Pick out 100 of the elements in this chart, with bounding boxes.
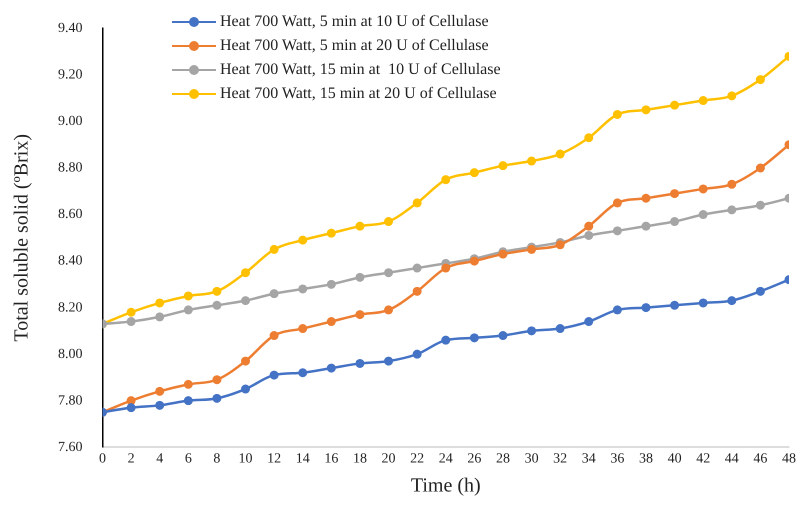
point (756, 164, 765, 172)
y-tick-label: 7.80 (58, 393, 82, 408)
point (641, 105, 650, 114)
point (384, 217, 394, 226)
point (470, 256, 479, 266)
point (612, 305, 622, 314)
x-tick-label: 8 (213, 451, 220, 466)
legend-label: Heat 700 Watt, 5 min at 20 U of Cellulase (220, 37, 489, 55)
point (412, 286, 422, 296)
point (670, 217, 680, 226)
point (355, 222, 364, 231)
x-tick-label: 0 (99, 451, 106, 466)
point (155, 312, 164, 322)
point (412, 350, 422, 359)
x-tick-label: 46 (753, 451, 768, 466)
x-tick-label: 36 (610, 451, 624, 466)
point (441, 175, 450, 184)
y-tick-label: 8.80 (58, 160, 82, 176)
point (612, 198, 622, 208)
point (498, 250, 508, 259)
point (212, 300, 222, 310)
point (241, 356, 250, 366)
point (355, 358, 364, 368)
point (298, 284, 308, 294)
point (212, 286, 222, 296)
point (698, 298, 708, 308)
point (756, 200, 765, 210)
x-tick-label: 30 (524, 451, 539, 466)
point (698, 210, 708, 220)
x-tick-label: 22 (410, 451, 424, 466)
x-tick-label: 48 (782, 451, 796, 466)
point (584, 317, 594, 326)
point (270, 244, 279, 254)
legend-label: Heat 700 Watt, 5 min at 10 U of Cellulase (220, 13, 489, 31)
point (527, 326, 536, 336)
y-tick-label: 9.20 (58, 68, 82, 83)
y-tick-label: 8.40 (58, 254, 82, 269)
point (641, 222, 650, 231)
legend-label: Heat 700 Watt, 15 min at 20 U of Cellulase (220, 85, 497, 103)
point (556, 324, 565, 334)
point (412, 264, 422, 273)
point (355, 310, 364, 320)
point (298, 368, 308, 378)
point (155, 386, 164, 396)
point (470, 168, 479, 178)
x-axis-title: Time (h) (410, 474, 481, 496)
y-tick-label: 9.00 (58, 114, 82, 130)
point (584, 222, 594, 231)
point (384, 268, 394, 278)
x-tick-label: 20 (382, 451, 396, 466)
point (241, 384, 250, 394)
y-tick-label: 8.00 (58, 346, 82, 362)
point (498, 161, 508, 170)
x-tick-label: 38 (638, 451, 653, 466)
x-tick-label: 28 (496, 451, 510, 466)
point (556, 240, 565, 250)
x-tick-label: 12 (267, 451, 282, 466)
point (441, 264, 450, 273)
point (270, 289, 279, 298)
x-tick-label: 26 (467, 451, 482, 466)
point (527, 156, 536, 166)
point (384, 356, 394, 366)
point (412, 198, 422, 208)
x-tick-label: 32 (553, 451, 568, 466)
point (126, 308, 136, 317)
x-tick-label: 4 (156, 451, 164, 466)
point (498, 331, 508, 340)
point (212, 394, 222, 403)
point (641, 194, 650, 203)
point (441, 336, 450, 345)
x-tick-label: 18 (352, 451, 367, 466)
y-tick-label: 9.40 (58, 21, 82, 36)
point (241, 268, 250, 278)
point (470, 333, 479, 342)
point (698, 96, 708, 106)
point (126, 317, 136, 326)
x-tick-label: 2 (128, 451, 135, 466)
point (184, 396, 193, 406)
point (727, 296, 736, 306)
point (155, 298, 164, 308)
x-tick-label: 24 (438, 451, 453, 466)
x-tick-label: 16 (324, 451, 338, 466)
point (612, 110, 622, 119)
point (384, 305, 394, 314)
x-tick-label: 6 (184, 451, 192, 466)
point (355, 272, 364, 282)
point (212, 375, 222, 384)
point (270, 331, 279, 340)
point (126, 403, 136, 412)
point (756, 75, 765, 84)
point (727, 205, 736, 214)
point (612, 226, 622, 236)
x-tick-label: 44 (724, 451, 739, 466)
x-tick-label: 40 (668, 451, 682, 466)
y-axis-title: Total soluble solid (ºBrix) (10, 134, 32, 342)
point (670, 100, 680, 110)
point (756, 286, 765, 296)
y-tick-label: 8.20 (58, 300, 82, 316)
point (670, 300, 680, 310)
x-tick-label: 14 (296, 451, 310, 466)
